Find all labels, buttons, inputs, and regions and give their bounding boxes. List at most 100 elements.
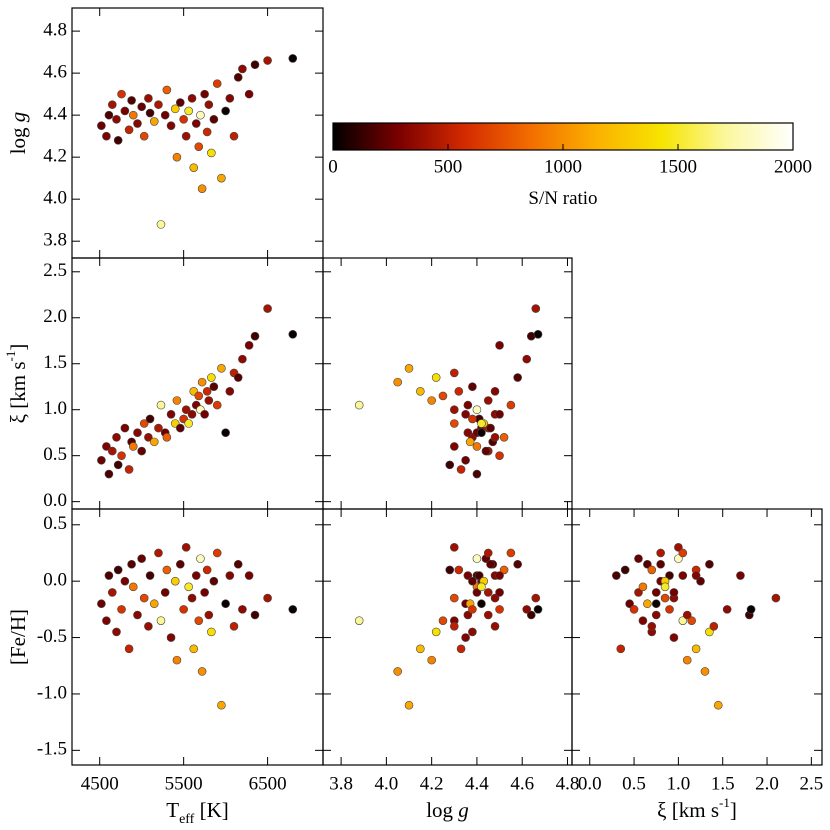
point — [207, 373, 216, 382]
point — [212, 79, 222, 88]
point — [477, 582, 486, 592]
point — [144, 621, 153, 631]
point — [678, 571, 688, 580]
point — [533, 330, 543, 339]
point — [634, 588, 643, 597]
point — [175, 559, 185, 569]
colorbar-tick-label: 2000 — [774, 156, 812, 177]
point — [202, 387, 212, 396]
point — [149, 599, 159, 609]
panel-frame — [571, 508, 823, 766]
point — [288, 330, 298, 339]
point — [656, 548, 665, 558]
point — [629, 605, 639, 614]
point — [156, 400, 166, 410]
x-tick-label: 0.5 — [622, 773, 646, 794]
point — [682, 655, 692, 665]
point — [472, 469, 482, 479]
point — [189, 163, 199, 172]
point — [102, 442, 111, 451]
point — [139, 593, 149, 603]
x-tick-label: 0.0 — [578, 773, 602, 794]
point — [238, 354, 247, 364]
point — [531, 304, 541, 313]
point — [149, 117, 159, 126]
point — [736, 571, 745, 580]
point — [616, 644, 626, 654]
point — [196, 554, 205, 563]
point — [124, 644, 134, 654]
point — [221, 599, 230, 609]
point — [468, 576, 477, 586]
point — [468, 605, 477, 614]
point — [133, 119, 142, 128]
point — [495, 451, 504, 460]
point — [212, 548, 222, 558]
point — [172, 396, 182, 405]
y-tick-label: -1.0 — [37, 682, 67, 703]
y-tick-label: 2.0 — [43, 306, 67, 327]
label-part: S/N ratio — [528, 188, 597, 209]
point — [643, 599, 652, 609]
point — [416, 644, 425, 654]
point — [263, 593, 272, 603]
point — [196, 110, 205, 120]
point — [113, 460, 123, 470]
point — [665, 571, 674, 580]
point — [463, 610, 473, 620]
point — [468, 382, 477, 392]
x-tick-label: 1.0 — [667, 773, 691, 794]
point — [149, 437, 159, 447]
point — [179, 605, 188, 614]
point — [117, 89, 126, 99]
point — [127, 96, 136, 105]
point — [404, 364, 414, 373]
point — [691, 644, 701, 654]
label-part: ξ [km s — [6, 361, 30, 423]
axis-label: ξ [km s-1] — [657, 795, 737, 821]
point — [154, 100, 163, 109]
point — [651, 588, 661, 597]
point — [197, 184, 207, 193]
point — [499, 432, 509, 442]
point — [660, 582, 670, 592]
label-part: -1 — [719, 795, 730, 810]
point — [212, 400, 222, 410]
label-part: log — [6, 122, 30, 154]
point — [107, 100, 117, 109]
point — [354, 400, 364, 410]
point — [124, 465, 134, 474]
point — [490, 387, 500, 396]
point — [472, 442, 482, 451]
point — [194, 616, 204, 625]
point — [461, 455, 470, 465]
point — [156, 220, 166, 229]
point — [483, 610, 493, 620]
point — [490, 621, 500, 631]
x-tick-label: 4.4 — [465, 773, 489, 794]
point — [700, 667, 710, 676]
colorbar-tick-label: 1000 — [544, 156, 582, 177]
point — [499, 565, 509, 575]
point — [120, 106, 130, 116]
points — [354, 304, 543, 479]
point — [687, 616, 696, 625]
point — [187, 410, 197, 419]
point — [225, 387, 235, 396]
point — [179, 115, 188, 124]
point — [522, 354, 532, 364]
label-part: g — [458, 798, 469, 822]
point — [175, 423, 185, 433]
y-tick-label: 4.2 — [43, 146, 67, 167]
point — [145, 108, 155, 118]
point — [204, 610, 214, 620]
point — [705, 627, 714, 637]
point — [202, 127, 212, 137]
point — [194, 391, 204, 401]
point — [250, 60, 260, 70]
point — [647, 621, 657, 631]
point — [620, 565, 630, 575]
points — [97, 543, 298, 710]
point — [181, 131, 191, 141]
point — [472, 588, 482, 597]
